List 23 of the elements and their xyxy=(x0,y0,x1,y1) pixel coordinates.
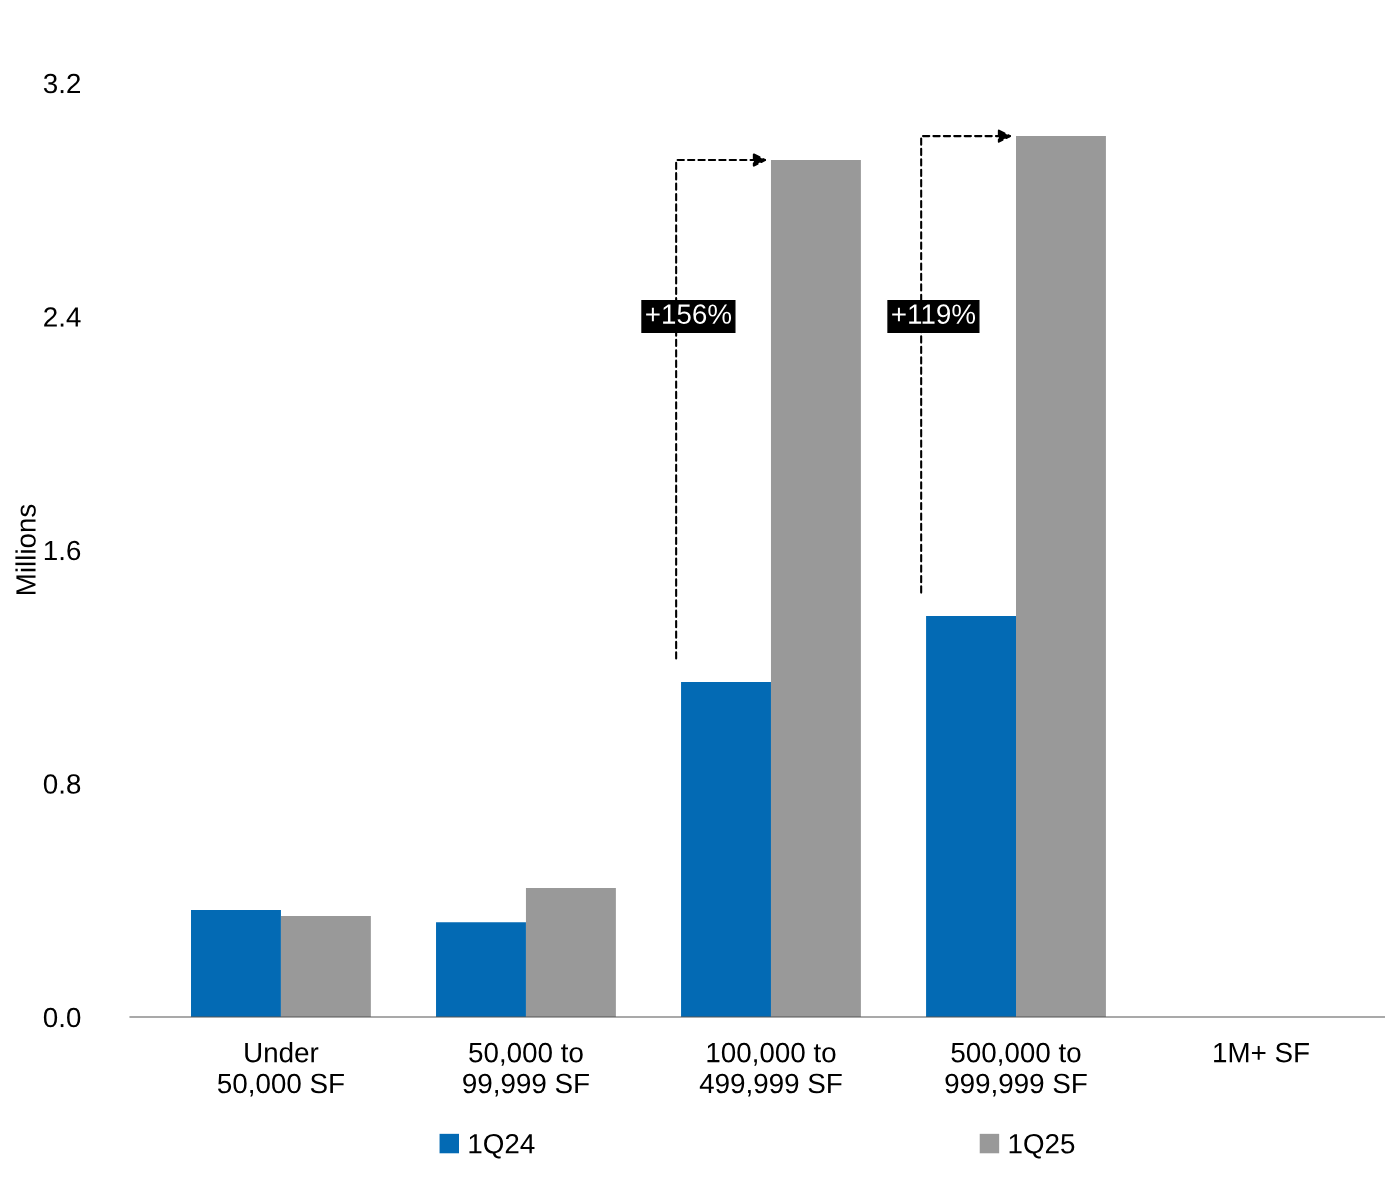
y-tick-label: 2.4 xyxy=(44,307,81,327)
annotation: +156% xyxy=(646,304,732,324)
bar xyxy=(681,681,771,1017)
y-tick-label: 0.8 xyxy=(43,774,81,794)
annotation: +119% xyxy=(892,304,976,324)
bar xyxy=(926,615,1016,1017)
bar xyxy=(1016,136,1106,1017)
bar xyxy=(770,160,861,1017)
y-tick-label: 3.2 xyxy=(43,73,80,94)
bar xyxy=(525,887,616,1017)
y-axis-title: Millions xyxy=(15,504,36,595)
x-tick-label: 500,000 to 999,999 SF xyxy=(945,1042,1087,1097)
y-tick-label: 0.0 xyxy=(43,1007,81,1028)
bar xyxy=(191,909,281,1017)
y-tick-label: 1.6 xyxy=(44,540,81,561)
bar xyxy=(280,916,371,1017)
x-tick-label: 100,000 to 499,999 SF xyxy=(699,1042,842,1097)
legend-label: 1Q24 xyxy=(469,1133,535,1159)
bar xyxy=(436,922,526,1017)
x-tick-label: 1M+ SF xyxy=(1214,1042,1309,1063)
x-tick-label: 50,000 to 99,999 SF xyxy=(463,1042,589,1097)
x-tick-label: Under 50,000 SF xyxy=(217,1042,344,1097)
legend-label: 1Q25 xyxy=(1009,1133,1075,1159)
